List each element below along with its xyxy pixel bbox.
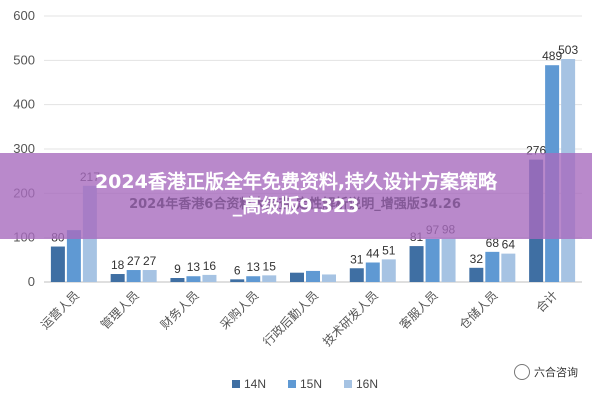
bar-15N-3	[246, 276, 261, 282]
banner-ghost-text: 2024年香港6合资料大全查,定性解析说明_增强版34.26	[129, 197, 461, 212]
bar-14N-6	[409, 246, 424, 282]
value-label: 31	[350, 252, 364, 266]
legend-swatch-14N	[232, 380, 240, 388]
bar-14N-1	[110, 274, 125, 282]
bar-14N-5	[349, 268, 364, 282]
bar-15N-0	[66, 230, 81, 282]
value-label: 9	[174, 262, 181, 276]
value-label: 18	[111, 258, 125, 272]
y-tick-label: 600	[13, 8, 35, 23]
value-label: 16	[203, 259, 217, 273]
x-tick-label: 运营人员	[38, 288, 82, 332]
value-label: 489	[542, 49, 562, 63]
bar-14N-7	[469, 267, 484, 282]
bar-15N-1	[126, 270, 141, 282]
x-tick-label: 财务人员	[157, 288, 202, 333]
legend-label-15N: 15N	[300, 377, 322, 391]
value-label: 27	[143, 254, 157, 268]
bar-14N-0	[50, 246, 65, 282]
y-tick-label: 400	[13, 97, 35, 112]
value-label: 64	[502, 238, 516, 252]
y-tick-label: 0	[28, 274, 35, 289]
banner-title: 2024香港正版全年免费资料,持久设计方案策略 _高级版9.323	[0, 170, 592, 218]
bar-16N-7	[501, 253, 516, 282]
value-label: 44	[366, 246, 380, 260]
value-label: 51	[382, 243, 396, 257]
value-label: 15	[263, 259, 277, 273]
wechat-icon	[514, 364, 530, 380]
value-label: 13	[247, 260, 261, 274]
bar-16N-4	[322, 274, 336, 282]
x-tick-label: 客服人员	[396, 288, 441, 333]
x-tick-label: 采购人员	[217, 288, 262, 333]
legend-swatch-16N	[344, 380, 352, 388]
value-label: 13	[187, 260, 201, 274]
bar-16N-1	[142, 270, 157, 282]
value-label: 32	[470, 252, 484, 266]
banner-title-line2: _高级版9.323	[232, 195, 360, 217]
value-label: 6	[234, 263, 241, 277]
bar-14N-2	[170, 278, 185, 282]
value-label: 503	[558, 43, 578, 57]
bar-15N-6	[425, 238, 440, 282]
x-tick-label: 技术研发人员	[319, 288, 381, 350]
bar-15N-2	[186, 276, 201, 282]
x-tick-label: 行政后勤人员	[260, 288, 321, 349]
bar-15N-7	[485, 251, 500, 282]
legend: 14N 15N 16N	[232, 377, 378, 391]
legend-label-16N: 16N	[356, 377, 378, 391]
bar-16N-3	[262, 275, 277, 282]
bar-15N-5	[365, 262, 380, 282]
legend-swatch-15N	[288, 380, 296, 388]
bar-16N-5	[381, 259, 396, 282]
value-label: 68	[486, 236, 500, 250]
bar-14N-4	[290, 272, 304, 282]
bar-15N-4	[306, 270, 320, 282]
y-axis-ticks: 0100200300400500600	[13, 8, 35, 289]
x-tick-label: 合计	[533, 288, 561, 316]
x-tick-label: 管理人员	[97, 288, 142, 333]
watermark-text: 六合咨询	[534, 366, 578, 379]
banner-title-line1: 2024香港正版全年免费资料,持久设计方案策略	[94, 171, 498, 193]
overlay-banner	[0, 153, 592, 239]
x-tick-label: 仓储人员	[456, 288, 501, 333]
bar-16N-6	[441, 238, 456, 282]
watermark: 六合咨询	[514, 364, 578, 380]
bar-16N-2	[202, 274, 217, 282]
y-tick-label: 500	[13, 52, 35, 67]
bar-14N-3	[230, 279, 245, 282]
value-label: 27	[127, 254, 141, 268]
legend-label-14N: 14N	[244, 377, 266, 391]
y-tick-label: 300	[13, 141, 35, 156]
